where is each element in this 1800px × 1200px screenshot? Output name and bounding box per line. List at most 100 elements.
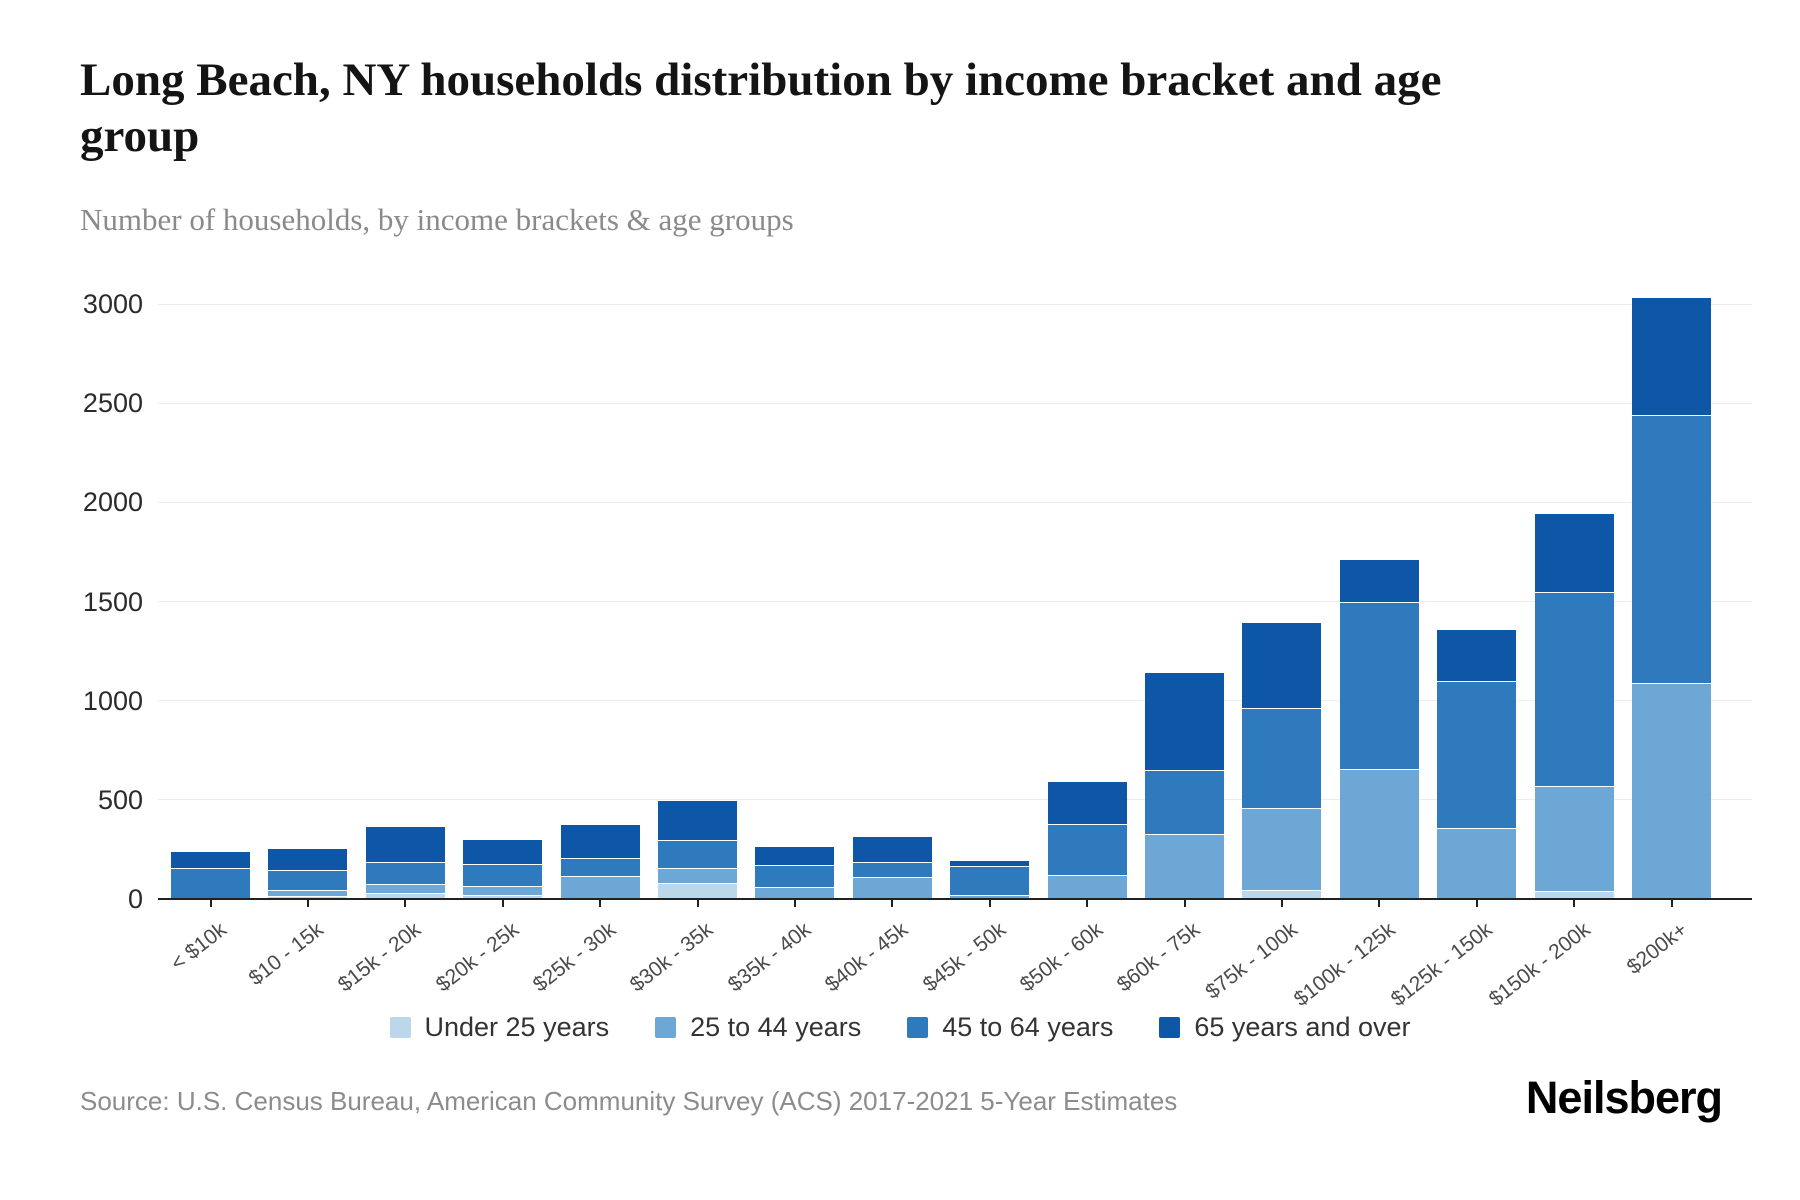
bar-segment: [950, 866, 1030, 896]
bar-segment: [1339, 559, 1419, 603]
bar-< $10k: [171, 852, 250, 899]
bar-segment: [365, 893, 445, 899]
x-axis-tick: [599, 899, 602, 907]
y-axis-tick-label: 1500: [82, 586, 143, 617]
legend-swatch: [655, 1017, 677, 1038]
bar-segment: [755, 865, 835, 888]
bar-segment: [1437, 680, 1517, 828]
bar-segment: [463, 886, 543, 895]
bar-segment: [1047, 824, 1127, 876]
bar-segment: [950, 861, 1030, 867]
legend-swatch: [1159, 1017, 1181, 1038]
legend-swatch: [907, 1017, 929, 1038]
bar-$150k - 200k: [1534, 514, 1614, 899]
x-axis-tick-label: $100k - 125k: [1289, 918, 1400, 1011]
bar-$45k - 50k: [950, 861, 1030, 899]
x-axis-tick-label: $75k - 100k: [1201, 918, 1303, 1004]
bar-segment: [1145, 672, 1224, 770]
y-axis-tick-label: 0: [127, 884, 143, 914]
x-axis-tick: [501, 899, 504, 907]
gridline: [158, 700, 1752, 702]
brand-logo: Neilsberg: [1525, 1072, 1723, 1123]
bar-$50k - 60k: [1047, 781, 1127, 899]
x-axis-tick-label: < $10k: [166, 918, 231, 976]
chart-title-line2: group: [80, 110, 200, 162]
x-axis-tick-label: $125k - 150k: [1387, 918, 1497, 1011]
x-axis-tick: [1280, 899, 1283, 907]
x-axis-tick-label: $200k+: [1622, 918, 1692, 979]
legend-item: 65 years and over: [1159, 1012, 1411, 1043]
legend-item: Under 25 years: [389, 1012, 609, 1043]
x-axis-tick-label: $10 - 15k: [244, 918, 329, 991]
y-axis-tick-label: 3000: [82, 289, 143, 319]
bar-segment: [852, 836, 932, 863]
bar-$25k - 30k: [560, 825, 640, 899]
x-axis-tick: [404, 899, 407, 907]
bar-$40k - 45k: [852, 836, 932, 899]
bar-segment: [1437, 827, 1517, 899]
x-axis-tick-label: $35k - 40k: [723, 918, 816, 997]
bar-segment: [852, 862, 932, 878]
bar-$100k - 125k: [1339, 559, 1419, 899]
x-axis-tick-label: $50k - 60k: [1015, 918, 1108, 997]
legend-label: 45 to 64 years: [942, 1012, 1114, 1042]
x-axis-tick: [1475, 899, 1478, 907]
source-text: Source: U.S. Census Bureau, American Com…: [80, 1086, 1178, 1116]
bar-segment: [463, 863, 543, 887]
x-axis-tick: [988, 899, 991, 907]
legend: Under 25 years 25 to 44 years 45 to 64 yea…: [0, 1012, 1800, 1043]
bar-segment: [365, 884, 445, 894]
bar-segment: [1047, 875, 1127, 899]
bar-segment: [1534, 785, 1614, 892]
x-axis-tick: [891, 899, 894, 907]
legend-label: 25 to 44 years: [690, 1012, 862, 1042]
x-axis-line: [158, 898, 1752, 900]
bar-$15k - 20k: [365, 826, 445, 899]
bar-$30k - 35k: [658, 800, 737, 899]
legend-item: 25 to 44 years: [655, 1012, 861, 1043]
bar-segment: [658, 800, 737, 841]
bar-segment: [1339, 769, 1419, 899]
x-axis-tick: [1086, 899, 1089, 907]
x-axis-tick-label: $25k - 30k: [528, 918, 621, 997]
legend-label: 65 years and over: [1194, 1012, 1411, 1042]
bar-segment: [1534, 514, 1614, 592]
bar-segment: [365, 862, 445, 885]
bar-segment: [755, 887, 835, 899]
legend-item: 45 to 64 years: [907, 1012, 1113, 1043]
bar-segment: [268, 849, 348, 871]
bar-segment: [171, 852, 250, 869]
bar-segment: [852, 877, 932, 899]
x-axis-tick: [696, 899, 699, 907]
gridline: [158, 402, 1752, 404]
x-axis-tick-label: $40k - 45k: [821, 918, 913, 997]
bar-segment: [171, 868, 250, 899]
bar-segment: [268, 870, 348, 891]
bar-segment: [1632, 682, 1711, 899]
bar-segment: [560, 876, 640, 899]
bar-$75k - 100k: [1242, 623, 1322, 899]
bar-segment: [268, 890, 348, 896]
bar-segment: [365, 826, 445, 863]
bar-segment: [1437, 630, 1517, 681]
bar-segment: [560, 825, 640, 859]
legend-swatch: [389, 1017, 411, 1038]
bar-segment: [1047, 781, 1127, 825]
bar-segment: [463, 895, 543, 899]
bar-segment: [1339, 602, 1419, 770]
bar-segment: [950, 895, 1030, 899]
bar-segment: [1632, 415, 1711, 683]
x-axis-tick-label: $60k - 75k: [1113, 918, 1205, 997]
gridline: [158, 799, 1752, 801]
bar-segment: [755, 847, 835, 866]
x-axis-tick: [1670, 899, 1673, 907]
y-axis-tick-label: 2500: [82, 388, 143, 419]
bar-$10 - 15k: [268, 849, 348, 899]
y-axis-tick-label: 2000: [82, 487, 143, 518]
x-axis-tick-label: $30k - 35k: [626, 918, 718, 997]
bar-segment: [1242, 708, 1322, 808]
bar-$35k - 40k: [755, 847, 835, 899]
bar-segment: [658, 867, 737, 884]
